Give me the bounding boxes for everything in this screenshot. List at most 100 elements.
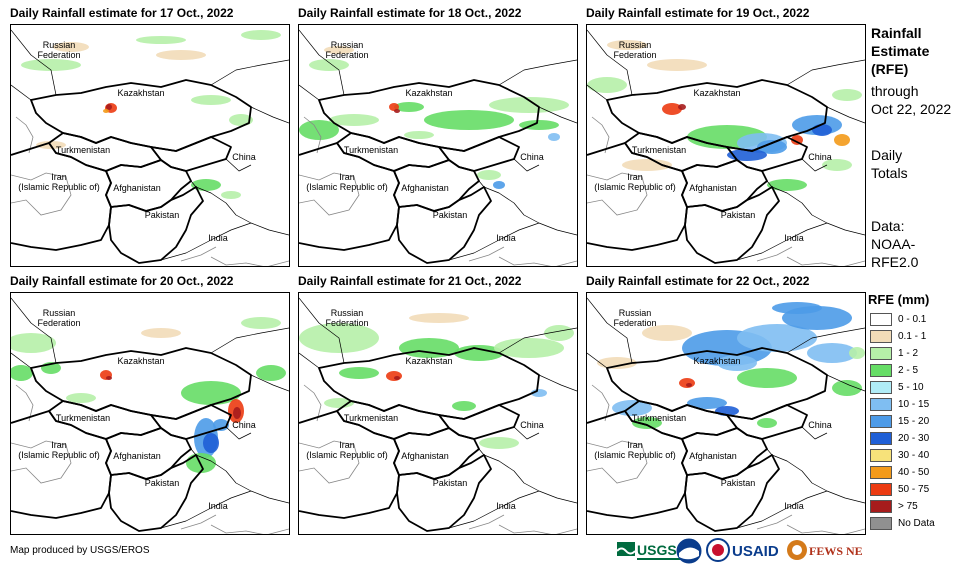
country-border xyxy=(681,159,768,212)
country-label-iran: Iran (Islamic Republic of) xyxy=(18,172,100,192)
country-label-pakistan: Pakistan xyxy=(432,210,468,220)
country-label-pakistan: Pakistan xyxy=(720,478,756,488)
country-border xyxy=(801,158,828,172)
legend-swatch xyxy=(870,347,892,360)
country-border xyxy=(771,454,865,504)
country-label-kazakhstan: Kazakhstan xyxy=(693,88,741,98)
rainfall-area xyxy=(386,371,402,381)
legend-label: 2 - 5 xyxy=(898,365,919,376)
usgs-logo: USGS xyxy=(616,538,703,564)
country-label-turkmenistan: Turkmenistan xyxy=(55,145,111,155)
panel-title: Daily Rainfall estimate for 17 Oct., 202… xyxy=(10,6,234,20)
rainfall-area xyxy=(136,36,186,44)
legend-item: 40 - 50 xyxy=(868,464,963,481)
country-border xyxy=(11,352,32,369)
country-border xyxy=(108,186,204,264)
country-border xyxy=(299,352,320,369)
country-label-kazakhstan: Kazakhstan xyxy=(117,88,165,98)
fewsnet-logo: FEWS NET xyxy=(786,538,871,564)
country-label-afghanistan: Afghanistan xyxy=(689,183,737,193)
country-label-afghanistan: Afghanistan xyxy=(401,183,449,193)
map-canvas xyxy=(11,297,289,534)
rainfall-area xyxy=(106,376,112,380)
legend-swatch xyxy=(870,398,892,411)
rainfall-area xyxy=(11,365,33,381)
rainfall-area xyxy=(404,131,434,139)
country-label-turkmenistan: Turkmenistan xyxy=(343,413,399,423)
rainfall-area xyxy=(324,398,354,408)
rainfall-area xyxy=(479,437,519,449)
country-border xyxy=(299,142,400,251)
side-title: Rainfall Estimate (RFE) xyxy=(871,25,930,77)
rainfall-area xyxy=(494,338,564,358)
coastline xyxy=(786,524,865,534)
rainfall-map: Russian Federation Kazakhstan Turkmenistan… xyxy=(586,24,866,267)
rainfall-area xyxy=(394,109,400,113)
rainfall-area xyxy=(191,179,221,191)
country-border xyxy=(438,404,520,440)
rainfall-area xyxy=(424,110,514,130)
country-label-china: China xyxy=(520,420,544,430)
legend-item: 30 - 40 xyxy=(868,447,963,464)
rainfall-area xyxy=(409,313,469,323)
country-label-india: India xyxy=(208,233,228,243)
rainfall-area xyxy=(807,343,857,363)
legend-item: No Data xyxy=(868,515,963,532)
rainfall-area xyxy=(678,104,686,110)
country-border xyxy=(684,454,780,532)
rainfall-area xyxy=(832,380,862,396)
country-border xyxy=(538,106,577,124)
country-label-india: India xyxy=(496,501,516,511)
rainfall-area xyxy=(544,325,574,341)
country-border xyxy=(195,454,289,504)
country-label-china: China xyxy=(232,152,256,162)
rainfall-area xyxy=(607,40,647,50)
legend-item: 1 - 2 xyxy=(868,345,963,362)
rainfall-area xyxy=(103,109,109,113)
country-border xyxy=(160,222,252,261)
rainfall-area xyxy=(452,401,476,411)
fewsnet-logo-text: FEWS NET xyxy=(809,544,862,558)
legend-label: 40 - 50 xyxy=(898,467,930,478)
legend-label: > 75 xyxy=(898,501,918,512)
country-label-turkmenistan: Turkmenistan xyxy=(343,145,399,155)
rainfall-area xyxy=(221,191,241,199)
rainfall-area xyxy=(587,77,627,93)
country-border xyxy=(393,159,480,212)
legend-item: 5 - 10 xyxy=(868,379,963,396)
country-border xyxy=(393,427,480,480)
rainfall-area xyxy=(141,328,181,338)
panel-title: Daily Rainfall estimate for 20 Oct., 202… xyxy=(10,274,234,288)
legend-item: 0.1 - 1 xyxy=(868,328,963,345)
rainfall-area xyxy=(299,120,339,140)
country-border xyxy=(498,327,577,354)
rainfall-area xyxy=(849,347,865,359)
rainfall-area xyxy=(241,317,281,329)
rainfall-area xyxy=(181,381,241,405)
legend-swatch xyxy=(870,330,892,343)
legend-label: 1 - 2 xyxy=(898,348,919,359)
coastline xyxy=(468,514,505,530)
legend-swatch xyxy=(870,432,892,445)
rainfall-area xyxy=(241,30,281,40)
rainfall-area xyxy=(21,59,81,71)
rainfall-map: Russian Federation Kazakhstan Turkmenistan… xyxy=(298,292,578,535)
country-label-russia: Russian Federation xyxy=(325,308,369,328)
rainfall-area xyxy=(642,325,692,341)
country-border xyxy=(250,374,289,392)
legend-swatch xyxy=(870,364,892,377)
country-border xyxy=(587,142,688,251)
coastline xyxy=(756,246,793,262)
legend-item: > 75 xyxy=(868,498,963,515)
rainfall-area xyxy=(686,383,692,387)
country-label-afghanistan: Afghanistan xyxy=(113,451,161,461)
coastline xyxy=(587,440,648,484)
side-data-source: Data: NOAA- RFE2.0 xyxy=(871,218,919,270)
rainfall-area xyxy=(717,355,757,371)
country-border xyxy=(513,158,540,172)
country-border xyxy=(11,297,57,364)
country-border xyxy=(684,186,780,264)
country-border xyxy=(108,454,204,532)
rainfall-area xyxy=(156,50,206,60)
country-border xyxy=(736,222,828,261)
